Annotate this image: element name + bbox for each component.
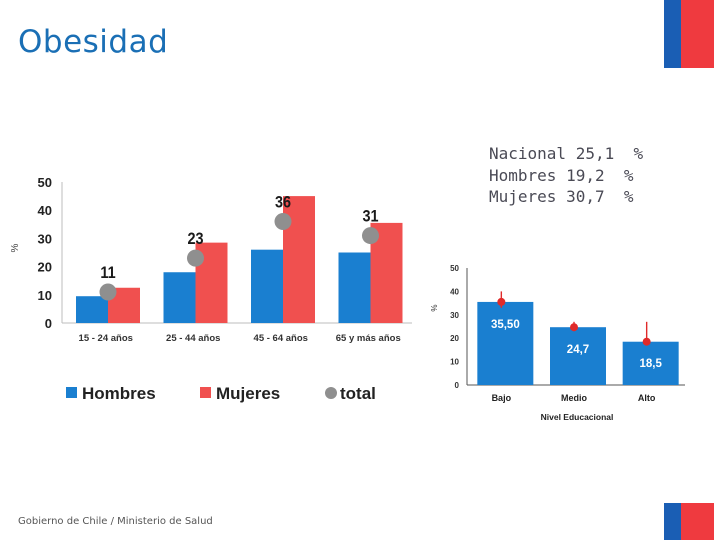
- bar-education: [477, 301, 534, 385]
- flag-blue-stripe: [664, 503, 681, 540]
- y-tick-label: 20: [450, 334, 459, 343]
- legend-label-mujeres: Mujeres: [216, 384, 280, 403]
- x-tick-label: 65 y más años: [336, 333, 401, 344]
- y-tick-label: 50: [38, 175, 52, 190]
- legend-label-hombres: Hombres: [82, 384, 156, 403]
- total-data-label: 23: [187, 230, 203, 248]
- bar-hombres: [338, 252, 371, 323]
- y-tick-label: 10: [38, 288, 52, 303]
- x-tick-label: Medio: [561, 393, 588, 403]
- value-marker: [497, 297, 506, 306]
- bar-education: [622, 341, 679, 385]
- value-marker: [642, 337, 651, 346]
- y-tick-label: 40: [38, 203, 52, 218]
- national-stats: Nacional 25,1 % Hombres 19,2 % Mujeres 3…: [489, 143, 643, 208]
- value-marker: [570, 323, 578, 332]
- total-marker: [362, 227, 379, 245]
- total-data-label: 11: [100, 264, 115, 282]
- y-tick-label: 30: [450, 311, 459, 320]
- legend-label-total: total: [340, 384, 376, 403]
- flag-logo-top: [664, 0, 714, 68]
- flag-red-stripe: [681, 503, 714, 540]
- legend-swatch-mujeres: [200, 387, 211, 398]
- x-tick-label: Bajo: [492, 393, 512, 403]
- total-marker: [187, 249, 204, 267]
- y-tick-label: 20: [38, 260, 52, 275]
- y-tick-label: 0: [455, 381, 460, 390]
- stat-hombres: Hombres 19,2 %: [489, 165, 634, 185]
- y-tick-label: 50: [450, 264, 459, 273]
- total-data-label: 31: [362, 208, 378, 226]
- x-tick-label: 45 - 64 años: [254, 333, 308, 344]
- bar-hombres: [251, 249, 283, 323]
- y-tick-label: 10: [450, 358, 459, 367]
- stat-mujeres: Mujeres 30,7 %: [489, 187, 634, 206]
- bar-hombres: [76, 296, 108, 323]
- y-axis-title: %: [10, 243, 21, 252]
- y-axis-title: %: [430, 304, 439, 311]
- footer-text: Gobierno de Chile / Ministerio de Salud: [18, 516, 213, 527]
- x-tick-label: Alto: [638, 393, 656, 403]
- x-tick-label: 15 - 24 años: [79, 333, 133, 344]
- total-data-label: 36: [275, 193, 291, 211]
- bar-data-label: 35,50: [491, 319, 520, 331]
- obesity-by-age-chart: 0 10 20 30 40 50% 15 - 24 años 11 25 - 44 años 23…: [10, 175, 412, 403]
- x-tick-label: 25 - 44 años: [166, 333, 220, 344]
- obesity-by-education-chart: 0 10 20 30 40 50% 35,50 Bajo 24,7 Medio 18,5 Alto Ni…: [430, 264, 685, 422]
- y-tick-label: 40: [450, 287, 459, 296]
- bar-education: [550, 327, 606, 385]
- legend-swatch-hombres: [66, 387, 77, 398]
- legend-marker-total: [325, 387, 337, 399]
- y-tick-label: 30: [38, 231, 52, 246]
- stat-nacional: Nacional 25,1 %: [489, 144, 644, 163]
- y-tick-label: 0: [45, 316, 52, 331]
- total-marker: [99, 283, 117, 301]
- flag-blue-stripe: [664, 0, 681, 68]
- flag-logo-bottom: [664, 503, 714, 540]
- bar-data-label: 18,5: [639, 358, 662, 370]
- page-title: Obesidad: [18, 24, 169, 60]
- bar-data-label: 24,7: [567, 344, 589, 356]
- bar-hombres: [163, 272, 196, 323]
- total-marker: [274, 212, 292, 230]
- flag-red-stripe: [681, 0, 714, 68]
- x-axis-title: Nivel Educacional: [541, 412, 614, 422]
